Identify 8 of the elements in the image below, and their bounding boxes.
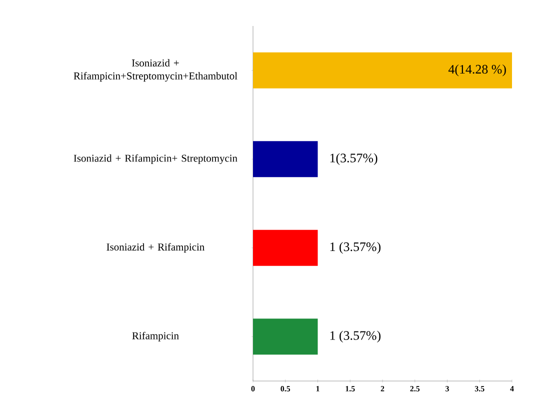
y-tick-label: Isoniazid + Rifampicin+Streptomycin+Ethambutol: [74, 59, 238, 82]
data-label: 1 (3.57%): [330, 330, 380, 342]
data-label: 1(3.57%): [330, 153, 378, 165]
y-tick-label: Rifampicin: [132, 332, 179, 342]
data-label: 1 (3.57%): [330, 242, 380, 254]
data-label: 4(14.28 %): [448, 64, 506, 76]
y-tick-label: Isoniazid + Rifampicin+ Streptomycin: [74, 154, 238, 164]
y-tick-label: Isoniazid + Rifampicin: [106, 243, 204, 253]
